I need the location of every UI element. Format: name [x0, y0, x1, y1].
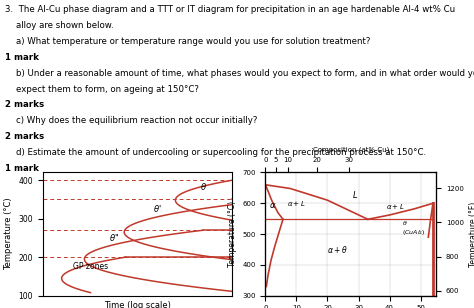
X-axis label: Composition (at% Cu): Composition (at% Cu) — [312, 146, 389, 153]
Text: $\alpha + L$: $\alpha + L$ — [287, 199, 306, 208]
Text: $\alpha + \theta$: $\alpha + \theta$ — [328, 244, 348, 254]
Y-axis label: Temperature (°F): Temperature (°F) — [469, 201, 474, 267]
Text: $\theta$': $\theta$' — [153, 203, 161, 214]
Text: 1 mark: 1 mark — [5, 53, 39, 62]
Text: expect them to form, on ageing at 150°C?: expect them to form, on ageing at 150°C? — [5, 84, 199, 94]
Text: 2 marks: 2 marks — [5, 132, 44, 141]
Text: $\alpha$: $\alpha$ — [269, 201, 276, 210]
Text: $\theta$": $\theta$" — [109, 232, 119, 243]
X-axis label: Time (log scale): Time (log scale) — [104, 301, 171, 308]
Text: 1 mark: 1 mark — [5, 164, 39, 173]
Y-axis label: Temperature (°C): Temperature (°C) — [4, 198, 13, 270]
Text: 3.  The Al-Cu phase diagram and a TTT or IT diagram for precipitation in an age : 3. The Al-Cu phase diagram and a TTT or … — [5, 5, 455, 14]
Y-axis label: Temperature (°C): Temperature (°C) — [228, 201, 237, 267]
Text: $L$: $L$ — [352, 189, 358, 200]
Text: alloy are shown below.: alloy are shown below. — [5, 21, 113, 30]
Text: b) Under a reasonable amount of time, what phases would you expect to form, and : b) Under a reasonable amount of time, wh… — [5, 69, 474, 78]
Text: $\theta$: $\theta$ — [200, 181, 207, 192]
Text: a) What temperature or temperature range would you use for solution treatment?: a) What temperature or temperature range… — [5, 37, 370, 46]
Text: d) Estimate the amount of undercooling or supercooling for the precipitation pro: d) Estimate the amount of undercooling o… — [5, 148, 426, 157]
Text: c) Why does the equilibrium reaction not occur initially?: c) Why does the equilibrium reaction not… — [5, 116, 257, 125]
Text: $\theta$
$(CuAl_2)$: $\theta$ $(CuAl_2)$ — [402, 219, 426, 237]
Text: 2 marks: 2 marks — [5, 100, 44, 109]
Text: $\alpha + L$: $\alpha + L$ — [386, 202, 405, 211]
Text: GP zones: GP zones — [73, 262, 108, 271]
